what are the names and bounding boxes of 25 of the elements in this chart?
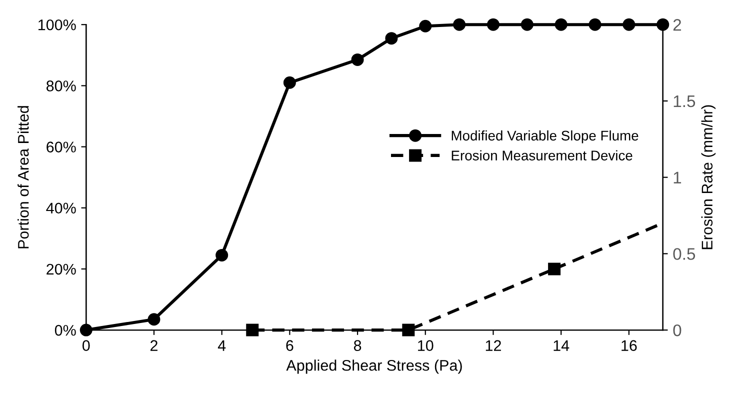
- x-tick-label: 8: [354, 340, 362, 351]
- y-tick-label: 100%: [38, 19, 76, 30]
- x-tick-label: 12: [486, 340, 501, 351]
- y2-tick-label: 0.5: [673, 248, 696, 260]
- x-tick-label: 4: [218, 340, 226, 351]
- y2-tick-label: 0: [673, 324, 682, 336]
- legend-label: Erosion Measurement Device: [452, 150, 632, 160]
- x-tick-label: 2: [150, 340, 158, 351]
- y2-tick-label: 2: [673, 19, 682, 31]
- y2-tick-label: 1: [674, 172, 682, 184]
- y-axis-title: Portion of Area Pitted: [18, 106, 29, 248]
- y-tick-label: 0%: [54, 324, 76, 336]
- x-tick-label: 10: [418, 340, 434, 351]
- y-tick-label: 20%: [46, 264, 76, 275]
- x-tick-label: 0: [82, 340, 90, 351]
- legend-label: Modified Variable Slope Flume: [452, 130, 638, 144]
- y-tick-label: 80%: [46, 80, 76, 92]
- x-axis-title: Applied Shear Stress (Pa): [286, 360, 462, 374]
- y-tick-label: 40%: [46, 202, 76, 214]
- y2-axis-title: Erosion Rate (mm/hr): [701, 105, 716, 250]
- y-tick-label: 60%: [46, 142, 76, 152]
- x-tick-label: 14: [554, 340, 570, 351]
- y2-tick-label: 1.5: [674, 96, 696, 108]
- x-tick-label: 6: [286, 340, 294, 351]
- x-tick-label: 16: [622, 340, 637, 351]
